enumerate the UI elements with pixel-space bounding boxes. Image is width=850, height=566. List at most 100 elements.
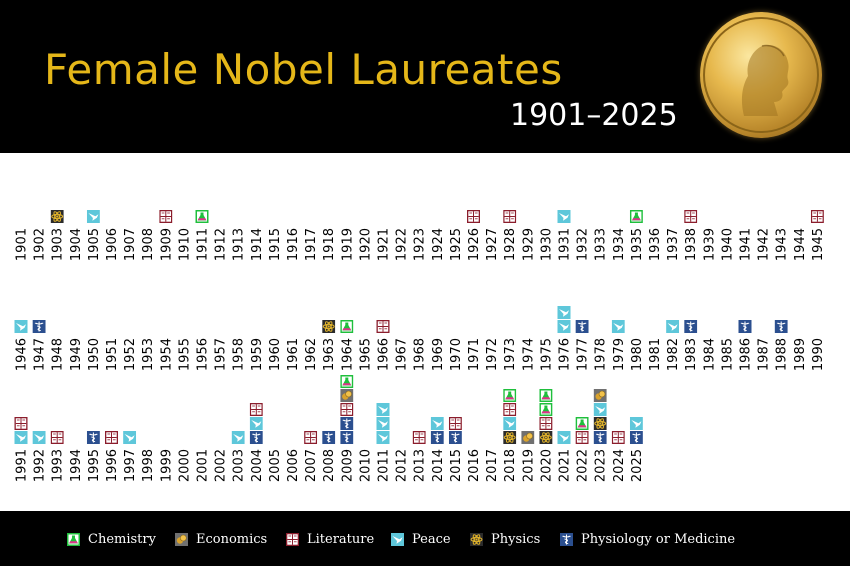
legend-item-peace: Peace	[391, 529, 451, 549]
year-label: 2019	[521, 449, 536, 482]
laureate-marker-physiology-or-medicine	[32, 320, 46, 333]
legend-item-chemistry: Chemistry	[67, 529, 156, 549]
year-label: 2011	[377, 449, 392, 482]
laureate-marker-chemistry	[195, 210, 209, 223]
laureate-marker-peace	[376, 417, 390, 430]
year-label: 2009	[340, 449, 355, 482]
year-label: 1950	[87, 338, 102, 371]
laureate-marker-chemistry	[340, 320, 354, 333]
laureate-marker-peace	[14, 431, 28, 444]
laureate-marker-literature	[340, 403, 354, 416]
dove-icon	[391, 533, 404, 546]
laureate-marker-literature	[611, 431, 625, 444]
laureate-marker-physiology-or-medicine	[684, 320, 698, 333]
year-label: 2021	[558, 449, 573, 482]
year-label: 1986	[739, 338, 754, 371]
coins-icon	[175, 533, 188, 546]
year-label: 1945	[811, 228, 826, 261]
year-label: 1920	[358, 228, 373, 261]
year-label: 2000	[177, 449, 192, 482]
year-label: 1979	[612, 338, 627, 371]
year-label: 1966	[377, 338, 392, 371]
laureate-marker-physics	[539, 431, 553, 444]
laureate-marker-literature	[14, 417, 28, 430]
year-label: 1985	[720, 338, 735, 371]
laureate-marker-peace	[14, 320, 28, 333]
year-label: 1937	[666, 228, 681, 261]
nobel-medal-image	[700, 12, 822, 138]
year-label: 1904	[69, 228, 84, 261]
year-label: 1969	[431, 338, 446, 371]
year-label: 1915	[268, 228, 283, 261]
laureate-marker-peace	[123, 431, 137, 444]
year-label: 1927	[485, 228, 500, 261]
laureate-marker-literature	[50, 431, 64, 444]
year-label: 1989	[793, 338, 808, 371]
laureate-marker-literature	[412, 431, 426, 444]
year-label: 1941	[739, 228, 754, 261]
year-label: 2016	[467, 449, 482, 482]
year-label: 1912	[214, 228, 229, 261]
year-label: 2020	[539, 449, 554, 482]
atom-icon	[470, 533, 483, 546]
laureate-marker-literature	[539, 417, 553, 430]
year-label: 1909	[159, 228, 174, 261]
laureate-marker-literature	[304, 431, 318, 444]
laureate-marker-peace	[666, 320, 680, 333]
year-label: 2006	[286, 449, 301, 482]
year-label: 1992	[33, 449, 48, 482]
year-label: 1939	[702, 228, 717, 261]
laureate-marker-chemistry	[629, 210, 643, 223]
laureate-marker-chemistry	[539, 403, 553, 416]
year-label: 1946	[15, 338, 30, 371]
year-label: 2014	[431, 449, 446, 482]
legend-item-economics: Economics	[175, 529, 267, 549]
year-label: 1938	[684, 228, 699, 261]
laureate-marker-peace	[593, 403, 607, 416]
year-label: 1925	[449, 228, 464, 261]
laureate-marker-physiology-or-medicine	[430, 431, 444, 444]
year-label: 2013	[413, 449, 428, 482]
year-label: 2015	[449, 449, 464, 482]
year-label: 1996	[105, 449, 120, 482]
laureate-marker-peace	[557, 320, 571, 333]
laureate-marker-peace	[376, 431, 390, 444]
year-label: 1988	[775, 338, 790, 371]
laureate-marker-literature	[376, 320, 390, 333]
year-label: 1908	[141, 228, 156, 261]
year-label: 1980	[630, 338, 645, 371]
laureate-marker-peace	[249, 417, 263, 430]
laureate-marker-physiology-or-medicine	[774, 320, 788, 333]
year-label: 1914	[250, 228, 265, 261]
year-label: 1971	[467, 338, 482, 371]
year-label: 2017	[485, 449, 500, 482]
laureate-marker-physics	[593, 417, 607, 430]
year-label: 1942	[757, 228, 772, 261]
year-label: 1997	[123, 449, 138, 482]
laureate-marker-physiology-or-medicine	[448, 431, 462, 444]
year-label: 1984	[702, 338, 717, 371]
year-label: 2005	[268, 449, 283, 482]
year-label: 1949	[69, 338, 84, 371]
year-label: 1991	[15, 449, 30, 482]
year-label: 1973	[503, 338, 518, 371]
year-label: 1936	[648, 228, 663, 261]
legend-label: Physics	[491, 531, 541, 547]
laureate-marker-literature	[503, 210, 517, 223]
year-label: 1967	[395, 338, 410, 371]
legend-item-physics: Physics	[470, 529, 540, 549]
laureate-marker-chemistry	[503, 389, 517, 402]
year-label: 1983	[684, 338, 699, 371]
laureate-marker-peace	[557, 431, 571, 444]
legend-label: Literature	[307, 531, 375, 547]
page-subtitle: 1901–2025	[510, 98, 678, 133]
year-label: 1906	[105, 228, 120, 261]
laureate-marker-physiology-or-medicine	[86, 431, 100, 444]
laureate-marker-peace	[629, 417, 643, 430]
year-label: 1918	[322, 228, 337, 261]
year-label: 1960	[268, 338, 283, 371]
legend-label: Economics	[196, 531, 268, 547]
year-label: 1910	[177, 228, 192, 261]
year-label: 1928	[503, 228, 518, 261]
year-label: 1932	[576, 228, 591, 261]
